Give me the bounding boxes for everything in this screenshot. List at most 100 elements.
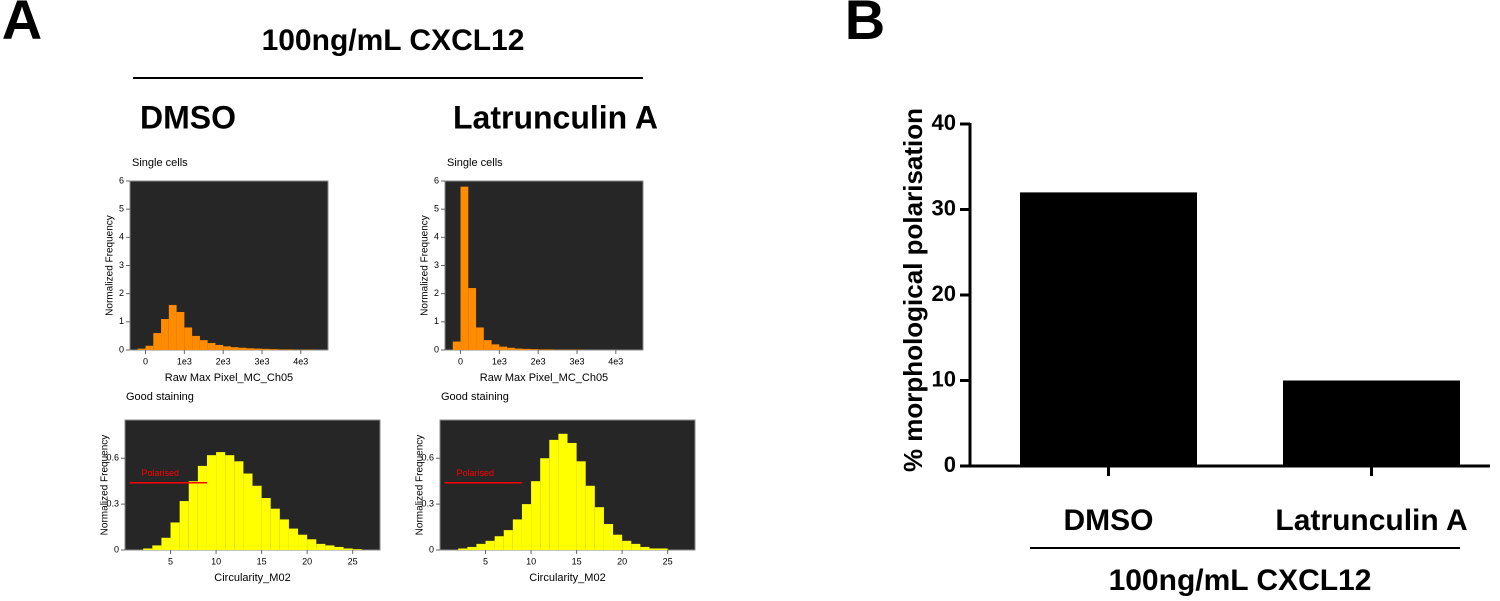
x-axis-label: Circularity_M02 bbox=[214, 572, 290, 584]
histogram-bar bbox=[176, 311, 185, 350]
group-label: 100ng/mL CXCL12 bbox=[1109, 564, 1372, 597]
x-tick-label: 3e3 bbox=[569, 356, 584, 366]
histogram-bar bbox=[622, 540, 632, 550]
histogram-bar bbox=[199, 340, 208, 350]
histogram-bar bbox=[285, 349, 294, 350]
x-tick-label: 10 bbox=[526, 556, 536, 566]
histogram-bar bbox=[540, 458, 550, 550]
plot-background bbox=[444, 180, 644, 351]
histogram-bar bbox=[325, 545, 335, 550]
x-tick-label: 25 bbox=[348, 556, 358, 566]
histogram-bar bbox=[153, 333, 162, 350]
x-tick-label: 15 bbox=[572, 556, 582, 566]
plot-title: Good staining bbox=[126, 391, 194, 403]
y-tick-label: 2 bbox=[119, 288, 124, 298]
x-tick-label: 10 bbox=[211, 556, 221, 566]
histogram-bar bbox=[225, 455, 235, 550]
y-axis-label: Normalized Frequency bbox=[420, 215, 431, 316]
histogram-bar bbox=[269, 349, 278, 350]
y-tick-label: 0.6 bbox=[106, 453, 119, 463]
histogram-bar bbox=[522, 348, 531, 350]
histogram-bar bbox=[270, 508, 280, 550]
y-tick-label: 2 bbox=[434, 288, 439, 298]
x-tick-label: 4e3 bbox=[608, 356, 623, 366]
y-tick-label: 10 bbox=[932, 366, 956, 391]
histogram-bar bbox=[512, 519, 522, 550]
histogram-bar bbox=[507, 347, 515, 350]
condition-label: DMSO bbox=[140, 99, 236, 135]
histogram-bar bbox=[298, 534, 308, 550]
y-axis-label: Normalized Frequency bbox=[100, 435, 111, 536]
x-tick-label: 5 bbox=[168, 556, 173, 566]
histogram-bar bbox=[343, 548, 353, 550]
y-tick-label: 30 bbox=[932, 195, 956, 220]
histogram-bar bbox=[334, 546, 344, 550]
histogram-bar bbox=[197, 465, 207, 550]
y-tick-label: 5 bbox=[119, 204, 124, 214]
histogram-bar bbox=[223, 346, 231, 350]
x-tick-label: 5 bbox=[483, 556, 488, 566]
histogram-bar bbox=[161, 319, 169, 350]
histogram-bar bbox=[460, 186, 469, 350]
histogram-bar bbox=[494, 536, 504, 550]
y-tick-label: 1 bbox=[434, 316, 439, 326]
histogram-bar bbox=[161, 537, 171, 550]
plot-title: Good staining bbox=[441, 391, 509, 403]
x-tick-label: 4e3 bbox=[293, 356, 308, 366]
y-tick-label: 3 bbox=[119, 260, 124, 270]
histogram-bar bbox=[476, 327, 484, 350]
x-axis-label: Raw Max Pixel_MC_Ch05 bbox=[165, 372, 293, 384]
histogram-bar bbox=[576, 461, 586, 550]
y-tick-label: 4 bbox=[119, 232, 124, 242]
plot-background bbox=[129, 180, 329, 351]
y-axis-label: % morphological polarisation bbox=[898, 108, 928, 472]
bar bbox=[1283, 380, 1460, 466]
histogram-bar bbox=[483, 340, 492, 350]
y-tick-label: 4 bbox=[434, 232, 439, 242]
panel-label: A bbox=[2, 0, 42, 51]
y-tick-label: 0 bbox=[114, 544, 119, 554]
histogram-bar bbox=[640, 546, 650, 550]
x-tick-label: Latrunculin A bbox=[1275, 504, 1467, 537]
histogram-bar bbox=[262, 348, 270, 350]
histogram-bar bbox=[238, 347, 247, 350]
histogram-bar bbox=[230, 347, 239, 350]
histogram-bar bbox=[458, 548, 468, 550]
x-axis-label: Circularity_M02 bbox=[529, 572, 605, 584]
histogram-bar bbox=[252, 485, 262, 550]
y-tick-label: 40 bbox=[932, 110, 956, 135]
y-tick-label: 20 bbox=[932, 281, 956, 306]
histogram-bar bbox=[288, 528, 299, 550]
y-tick-label: 0.6 bbox=[421, 453, 434, 463]
condition-label: Latrunculin A bbox=[453, 99, 658, 135]
histogram-bar bbox=[145, 345, 154, 350]
histogram-bar bbox=[234, 461, 244, 550]
histogram-bar bbox=[603, 524, 614, 550]
histogram-bar bbox=[468, 288, 477, 350]
plot-title: Single cells bbox=[447, 157, 503, 169]
histogram-bar bbox=[170, 522, 180, 550]
histogram-bar bbox=[277, 349, 286, 350]
y-tick-label: 0 bbox=[944, 452, 956, 477]
y-tick-label: 0 bbox=[434, 344, 439, 354]
histogram-bar bbox=[567, 442, 577, 550]
y-tick-label: 3 bbox=[434, 260, 439, 270]
y-tick-label: 0.3 bbox=[106, 498, 119, 508]
plot-title: Single cells bbox=[132, 157, 188, 169]
histogram-bar bbox=[168, 304, 177, 350]
histogram-bar bbox=[179, 501, 189, 550]
panel-title: 100ng/mL CXCL12 bbox=[262, 24, 525, 57]
x-tick-label: 2e3 bbox=[216, 356, 231, 366]
histogram-bar bbox=[658, 548, 668, 550]
y-axis-label: Normalized Frequency bbox=[105, 215, 116, 316]
histogram-bar bbox=[531, 481, 541, 550]
x-tick-label: 1e3 bbox=[177, 356, 192, 366]
x-tick-label: 15 bbox=[257, 556, 267, 566]
histogram-bar bbox=[261, 498, 271, 550]
histogram-bar bbox=[216, 452, 226, 550]
histogram-bar bbox=[538, 349, 546, 350]
histogram-bar bbox=[585, 485, 595, 550]
y-tick-label: 5 bbox=[434, 204, 439, 214]
y-tick-label: 1 bbox=[119, 316, 124, 326]
